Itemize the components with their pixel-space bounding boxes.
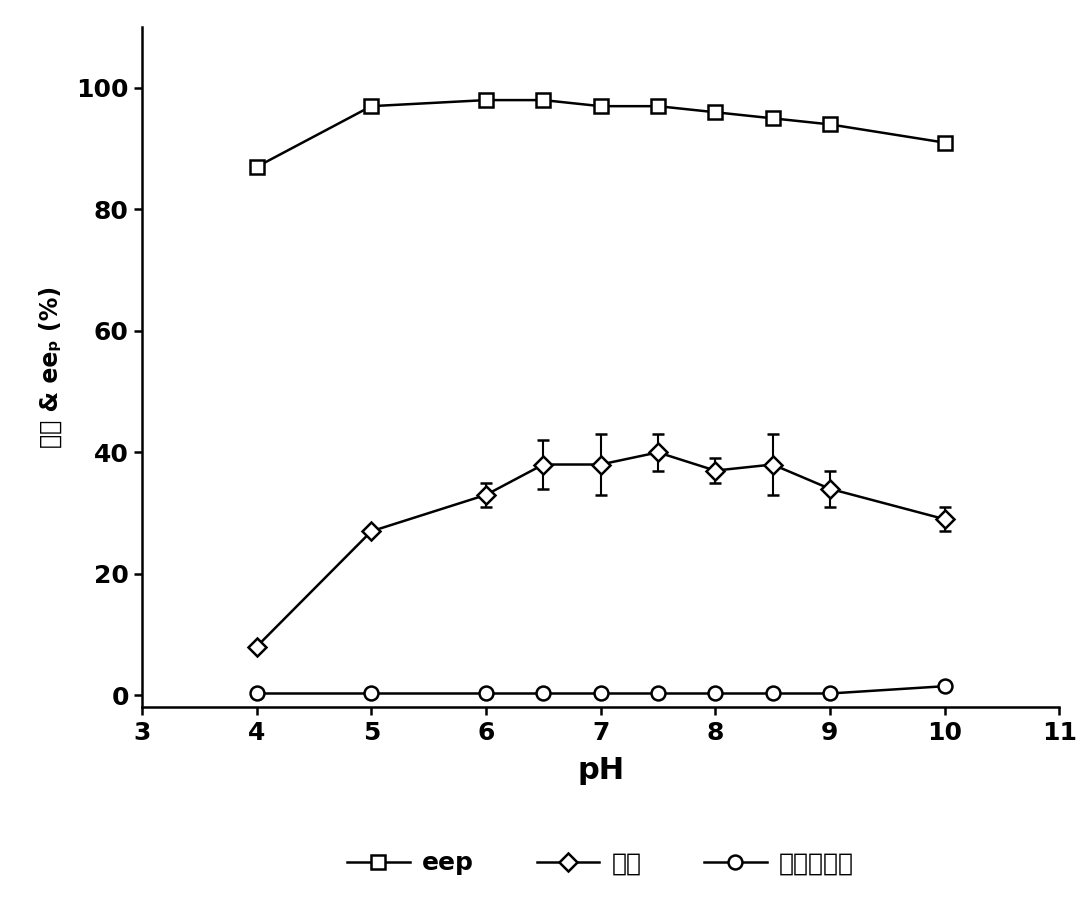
- X-axis label: pH: pH: [577, 756, 625, 785]
- Y-axis label: 产率 & eeₚ (%): 产率 & eeₚ (%): [38, 287, 62, 448]
- Legend: eep, 产率, 自发水解率: eep, 产率, 自发水解率: [337, 842, 864, 885]
